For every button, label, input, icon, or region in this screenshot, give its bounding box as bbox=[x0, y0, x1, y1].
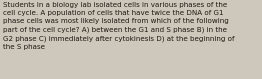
Text: Students in a biology lab isolated cells in various phases of the
cell cycle. A : Students in a biology lab isolated cells… bbox=[3, 2, 234, 50]
